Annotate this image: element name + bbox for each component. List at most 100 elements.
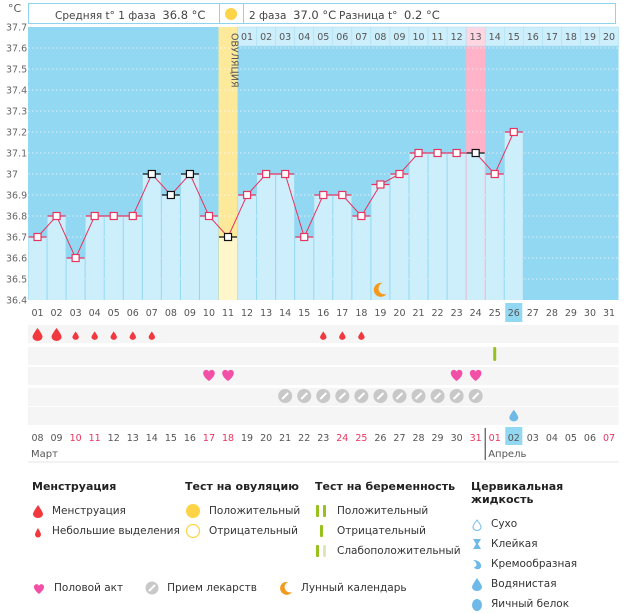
symptom-row [28, 347, 619, 365]
symptom-row [28, 367, 619, 385]
temperature-bar [142, 174, 161, 300]
cycle-day-label: 27 [527, 308, 539, 319]
heart-icon [203, 369, 215, 381]
legend-label: Водянистая [491, 578, 557, 590]
cervical-watery-icon [509, 409, 519, 422]
pill-icon [145, 581, 159, 595]
post-ovulation-day-label: 09 [393, 32, 405, 43]
calendar-date-label: 29 [432, 433, 444, 444]
post-ovulation-day-label: 02 [260, 32, 272, 43]
pregnancy-weak-positive-icon [316, 545, 326, 557]
cycle-day-label: 20 [393, 308, 405, 319]
spotting-drop-icon [91, 331, 98, 340]
y-tick-label: 37.6 [6, 44, 27, 55]
ovulation-test-cell [219, 4, 244, 23]
calendar-date-label: 01 [489, 433, 501, 444]
calendar-date-label: 16 [184, 433, 196, 444]
moon-icon [280, 581, 292, 595]
temperature-bar [28, 237, 47, 300]
pill-stripe [300, 392, 308, 400]
y-tick-label: 36.8 [6, 212, 27, 223]
post-ovulation-day-label: 06 [336, 32, 348, 43]
unit-label: °C [8, 2, 22, 15]
pill-icon [411, 389, 426, 403]
legend-label: Небольшие выделения [52, 525, 180, 537]
temperature-point [452, 148, 461, 158]
calendar-date-label: 25 [355, 433, 367, 444]
temperature-bar [314, 195, 333, 300]
calendar-date-label: 06 [584, 433, 596, 444]
legend-label: Лунный календарь [300, 582, 407, 594]
calendar-date-label: 13 [127, 433, 139, 444]
temperature-bar [85, 216, 104, 300]
legend-ovulation-test: Тест на овуляцию Положительный Отрицател… [185, 480, 300, 541]
heart-icon [469, 369, 482, 381]
y-tick-label: 37.3 [6, 107, 27, 118]
phase2-label: 2 фаза [249, 10, 287, 22]
temperature-point [376, 180, 385, 189]
cycle-day-label: 30 [584, 308, 596, 319]
pill-icon [316, 389, 331, 403]
temperature-point [395, 169, 404, 179]
spotting-drop-icon [72, 331, 79, 340]
phase2-stat: 2 фаза 37.0 °C [249, 8, 336, 22]
post-ovulation-day-label: 03 [279, 32, 291, 43]
legend-item: Прием лекарств [145, 580, 257, 596]
temperature-bar [409, 153, 428, 300]
pill-stripe [281, 392, 289, 400]
temperature-point [128, 211, 137, 221]
calendar-date-label: 20 [260, 433, 272, 444]
temperature-bar [447, 153, 466, 300]
calendar-date-label: 09 [51, 433, 63, 444]
calendar-date-label: 10 [70, 433, 82, 444]
cycle-day-label: 25 [489, 308, 501, 319]
legend-label: Половой акт [54, 582, 124, 594]
temperature-bar [104, 216, 123, 300]
pill-stripe [452, 392, 461, 400]
calendar-date-label: 08 [31, 433, 43, 444]
ovulation-label: ОВУЛЯЦИЯ [229, 33, 240, 88]
cycle-day-label: 21 [412, 308, 424, 319]
temperature-point [185, 169, 195, 179]
cervical-sticky-icon [473, 539, 481, 549]
diff-stat: Разница t° 0.2 °C [339, 8, 440, 22]
temperature-bar [180, 174, 199, 300]
y-tick-label: 36.4 [6, 296, 27, 307]
y-tick-label: 36.7 [6, 233, 27, 244]
cycle-day-label: 18 [355, 308, 367, 319]
legend-item: Клейкая [471, 534, 626, 554]
pill-icon [430, 389, 445, 403]
y-tick-label: 37.4 [6, 86, 27, 97]
post-ovulation-day-label: 13 [470, 32, 482, 43]
cycle-day-label: 14 [279, 308, 291, 319]
cycle-day-label: 22 [432, 308, 444, 319]
calendar-date-label: 15 [165, 433, 177, 444]
cycle-day-label: 31 [603, 308, 615, 319]
cycle-day-label: 24 [470, 308, 482, 319]
legend-label: Отрицательный [337, 525, 426, 537]
post-ovulation-day-label: 16 [527, 32, 539, 43]
cycle-day-label: 04 [89, 308, 101, 319]
y-tick-label: 36.6 [6, 254, 27, 265]
cervical-dry-icon [472, 519, 482, 531]
cycle-day-label: 09 [184, 308, 196, 319]
pill-stripe [357, 392, 366, 400]
bbt-chart: 37.7 37.6 37.5 37.4 37.3 37.2 37.1 37 36.9 36.8 36… [6, 23, 619, 463]
ovulation-positive-icon [225, 8, 237, 20]
post-ovulation-day-cell [599, 26, 619, 47]
cycle-day-label: 08 [165, 308, 177, 319]
temperature-point [414, 148, 423, 158]
temperature-bar [219, 237, 238, 300]
spotting-drop-icon [320, 331, 327, 340]
calendar-date-label: 24 [336, 433, 348, 444]
phase1-value: 36.8 °C [162, 8, 206, 22]
cycle-day-label: 07 [146, 308, 158, 319]
temperature-point [52, 211, 61, 221]
temperature-bar [371, 184, 390, 300]
calendar-date-label: 26 [374, 433, 386, 444]
legend-label: Сухо [491, 518, 518, 530]
post-ovulation-day-label: 10 [412, 32, 424, 43]
calendar-date-label: 03 [527, 433, 539, 444]
spotting-drop-icon [148, 331, 156, 340]
temperature-bar [466, 153, 485, 300]
